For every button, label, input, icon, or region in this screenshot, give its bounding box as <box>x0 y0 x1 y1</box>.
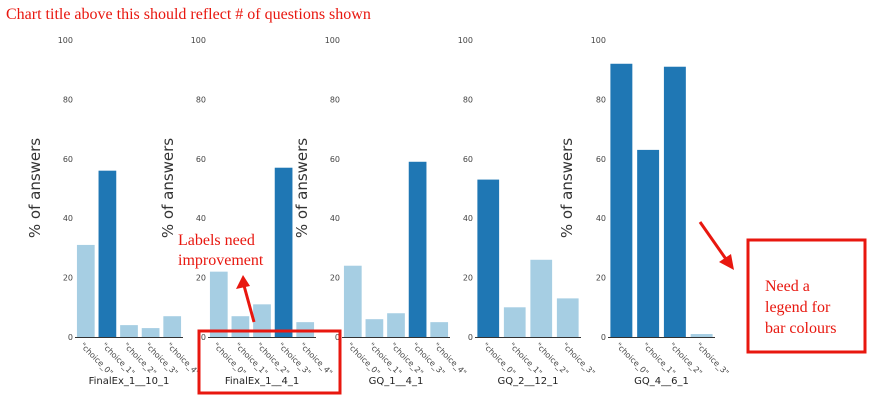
legend-note-arrow <box>698 221 730 263</box>
bar-chart-3: 020406080100"choice_0""choice_1""choice_… <box>293 36 468 387</box>
y-tick-label: 80 <box>463 95 473 104</box>
y-axis-title: % of answers <box>159 138 177 238</box>
legend-note-line-3: bar colours <box>765 320 837 337</box>
y-tick-label: 40 <box>196 214 206 223</box>
y-tick-label: 0 <box>335 333 340 342</box>
y-tick-label: 0 <box>601 333 606 342</box>
y-axis-title: % of answers <box>26 138 44 238</box>
bar-2 <box>663 66 686 337</box>
labels-note-arrow <box>241 281 256 323</box>
labels-note-line-2: improvement <box>178 252 264 269</box>
bar-4 <box>430 322 449 337</box>
x-axis-title: GQ_2__12_1 <box>497 376 558 387</box>
bar-2 <box>120 325 138 337</box>
y-tick-label: 40 <box>330 214 340 223</box>
y-axis-title: % of answers <box>558 138 576 238</box>
y-tick-label: 60 <box>463 155 473 164</box>
bar-1 <box>503 307 526 337</box>
labels-note-line-1: Labels need <box>178 232 255 249</box>
y-tick-label: 100 <box>325 36 340 45</box>
bar-1 <box>365 319 384 337</box>
y-tick-label: 80 <box>330 95 340 104</box>
y-tick-label: 20 <box>463 274 473 283</box>
labels-note-arrowhead <box>236 275 250 289</box>
y-tick-label: 0 <box>201 333 206 342</box>
bar-3 <box>690 334 713 337</box>
bar-0 <box>209 271 228 337</box>
bar-2 <box>253 304 271 337</box>
charts-layer: 020406080100"choice_0""choice_1""choice_… <box>26 36 731 387</box>
bar-0 <box>343 265 362 337</box>
annotation-layer: Labels need improvement Need a legend fo… <box>178 221 867 395</box>
bar-3 <box>556 298 579 337</box>
y-tick-label: 60 <box>330 155 340 164</box>
bar-1 <box>98 170 117 337</box>
bar-chart-4: 020406080100"choice_0""choice_1""choice_… <box>458 36 597 387</box>
legend-note-line-2: legend for <box>765 299 831 316</box>
y-tick-label: 20 <box>196 274 206 283</box>
y-tick-label: 40 <box>463 214 473 223</box>
x-axis-title: FinalEx_1__10_1 <box>89 376 170 387</box>
y-tick-label: 60 <box>196 155 206 164</box>
y-tick-label: 80 <box>596 95 606 104</box>
x-axis-title: GQ_1__4_1 <box>369 376 424 387</box>
y-tick-label: 20 <box>330 274 340 283</box>
y-tick-label: 100 <box>591 36 606 45</box>
bar-2 <box>530 259 553 337</box>
bar-2 <box>387 313 405 337</box>
bar-3 <box>408 161 427 337</box>
y-tick-label: 60 <box>596 155 606 164</box>
bar-0 <box>610 63 633 337</box>
x-axis-title: GQ_4__6_1 <box>634 376 689 387</box>
y-tick-label: 0 <box>68 333 73 342</box>
y-tick-label: 100 <box>58 36 73 45</box>
y-tick-label: 40 <box>63 214 73 223</box>
xlabel-highlight-box <box>197 329 342 395</box>
y-tick-label: 60 <box>63 155 73 164</box>
x-axis-title: FinalEx_1__4_1 <box>225 376 299 387</box>
legend-note-line-1: Need a <box>765 278 810 295</box>
header-annotation: Chart title above this should reflect # … <box>6 6 371 23</box>
y-tick-label: 0 <box>468 333 473 342</box>
legend-note-box <box>746 238 867 354</box>
bar-1 <box>231 316 250 337</box>
y-tick-label: 20 <box>63 274 73 283</box>
y-axis-title: % of answers <box>293 138 311 238</box>
y-tick-label: 80 <box>63 95 73 104</box>
bar-0 <box>76 244 95 337</box>
bar-chart-5: 020406080100"choice_0""choice_1""choice_… <box>591 36 731 387</box>
bar-3 <box>274 167 293 337</box>
bar-0 <box>477 179 500 337</box>
bar-3 <box>141 328 160 337</box>
y-tick-label: 100 <box>191 36 206 45</box>
y-tick-label: 40 <box>596 214 606 223</box>
bar-1 <box>637 149 660 337</box>
y-tick-label: 20 <box>596 274 606 283</box>
bar-4 <box>163 316 182 337</box>
y-tick-label: 80 <box>196 95 206 104</box>
y-tick-label: 100 <box>458 36 473 45</box>
legend-note-arrowhead <box>719 254 734 270</box>
